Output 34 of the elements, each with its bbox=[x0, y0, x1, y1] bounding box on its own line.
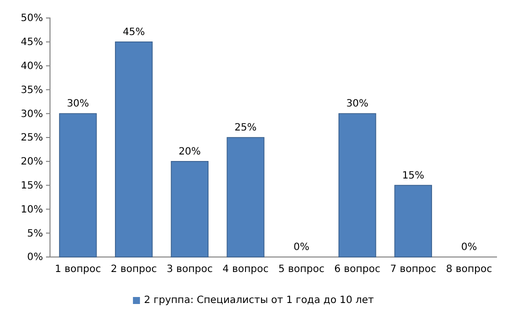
data-label: 20% bbox=[178, 146, 201, 158]
y-tick-label: 45% bbox=[20, 37, 43, 48]
data-label: 0% bbox=[461, 242, 477, 253]
y-tick-label: 15% bbox=[20, 180, 43, 192]
y-tick-label: 25% bbox=[20, 132, 43, 144]
bar bbox=[394, 184, 432, 258]
bar bbox=[226, 137, 264, 258]
data-label: 0% bbox=[294, 242, 310, 253]
y-tick-label: 35% bbox=[20, 84, 43, 96]
bar bbox=[114, 42, 153, 258]
bar bbox=[170, 161, 209, 258]
x-tick-label: 6 вопрос bbox=[334, 264, 380, 276]
data-label: 30% bbox=[66, 98, 90, 110]
y-tick-label: 30% bbox=[20, 108, 43, 120]
x-tick-label: 5 вопрос bbox=[278, 264, 324, 276]
x-tick-label: 3 вопрос bbox=[166, 264, 213, 276]
x-tick-label: 7 вопрос bbox=[390, 264, 436, 276]
x-tick-label: 1 вопрос bbox=[54, 264, 101, 276]
y-tick-label: 5% bbox=[27, 228, 43, 240]
data-label: 15% bbox=[402, 170, 424, 182]
bar bbox=[338, 113, 376, 258]
data-label: 30% bbox=[346, 98, 368, 110]
data-label: 25% bbox=[234, 122, 257, 134]
y-tick-label: 50% bbox=[20, 13, 43, 24]
y-tick-label: 40% bbox=[20, 61, 43, 72]
x-tick-label: 4 вопрос bbox=[222, 264, 269, 276]
x-tick-label: 8 вопрос bbox=[446, 264, 492, 276]
y-tick-label: 20% bbox=[20, 156, 43, 168]
bar bbox=[59, 113, 97, 258]
data-label: 45% bbox=[122, 26, 145, 38]
x-tick-label: 2 вопрос bbox=[110, 264, 157, 276]
y-tick-label: 0% bbox=[27, 252, 43, 264]
legend-label: 2 группа: Специалисты от 1 года до 10 лет bbox=[144, 295, 374, 306]
y-tick-label: 10% bbox=[20, 204, 43, 216]
